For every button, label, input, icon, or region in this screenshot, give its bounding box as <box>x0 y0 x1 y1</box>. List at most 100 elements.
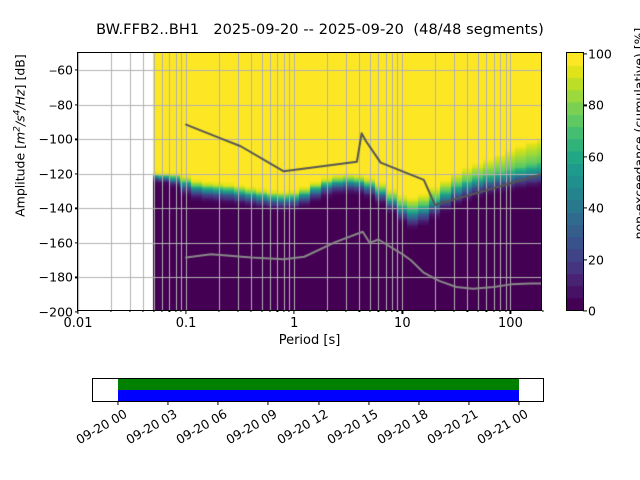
timeline-tick-mark <box>167 401 169 405</box>
x-tick-mark-minor <box>175 310 177 312</box>
x-tick-mark-minor <box>276 310 279 312</box>
timeline-tick-mark <box>468 401 470 405</box>
x-tick-mark-minor <box>152 310 155 312</box>
x-tick-mark-minor <box>385 310 387 312</box>
colorbar: 0 20 40 60 80 100 <box>566 47 612 319</box>
x-tick-mark-minor <box>391 310 393 312</box>
timeline-tick-label: 09-20 12 <box>273 406 331 448</box>
colorbar-tick-label: 20 <box>588 252 604 268</box>
x-tick-mark-minor <box>542 310 544 312</box>
timeline-tick-mark <box>368 401 370 405</box>
y-tick-mark <box>74 104 78 106</box>
y-tick-label: −180 <box>38 269 73 285</box>
y-axis-label-prefix: Amplitude [ <box>12 143 28 217</box>
x-tick-mark-minor <box>377 310 379 312</box>
x-tick-mark-minor <box>109 310 112 312</box>
timeline-tick-label: 09-20 09 <box>223 406 280 448</box>
timeline-tick-label: 09-20 00 <box>73 406 130 448</box>
x-tick-mark-minor <box>128 310 131 312</box>
x-tick-mark-minor <box>434 310 436 312</box>
colorbar-tick-mark <box>583 53 587 55</box>
timeline-tick-label: 09-20 21 <box>424 406 481 448</box>
colorbar-tick-mark <box>583 207 587 209</box>
colorbar-tick-label: 60 <box>588 149 604 165</box>
colorbar-tick-mark <box>583 310 587 312</box>
x-tick-mark-minor <box>168 310 170 312</box>
y-tick-label: −160 <box>38 235 73 251</box>
x-tick-mark-minor <box>288 310 290 312</box>
x-tick-mark-minor <box>499 310 501 312</box>
x-tick-mark-minor <box>396 310 398 312</box>
x-tick-mark-minor <box>477 310 479 312</box>
timeline-tick-mark <box>217 401 219 405</box>
x-tick-mark-minor <box>453 310 455 312</box>
y-axis-label-m: m <box>12 131 28 144</box>
colorbar-tick-mark <box>583 156 587 158</box>
colorbar-gradient <box>567 53 583 310</box>
noise-model-lines <box>78 53 541 310</box>
x-tick-mark-minor <box>345 310 347 312</box>
colorbar-tick-label: 80 <box>588 97 604 113</box>
x-tick-mark-minor <box>326 310 328 312</box>
x-tick-mark-minor <box>358 310 360 312</box>
y-tick-mark <box>74 138 78 140</box>
colorbar-tick-mark <box>583 104 587 106</box>
x-tick-mark <box>509 310 512 314</box>
y-axis-label-s: /s <box>12 115 28 127</box>
y-tick-label: ‒60 <box>49 62 73 78</box>
coverage-bar-blue <box>117 390 520 401</box>
x-tick-label: 0.01 <box>63 316 93 331</box>
x-tick-mark <box>77 310 79 314</box>
y-tick-label: −140 <box>38 200 73 216</box>
x-axis-label: Period [s] <box>278 333 341 348</box>
x-tick-mark-minor <box>218 310 220 312</box>
colorbar-tick-label: 0 <box>588 303 596 319</box>
timeline-tick-mark <box>518 401 520 405</box>
colorbar-tick-label: 100 <box>588 46 612 62</box>
coverage-bar-green <box>117 379 520 390</box>
y-tick-mark <box>74 311 78 313</box>
data-coverage-timeline: 09-20 00 09-20 03 09-20 06 09-20 09 09-20 12… <box>73 378 544 447</box>
x-tick-mark-minor <box>283 310 285 312</box>
colorbar-tick-mark <box>583 259 587 261</box>
y-tick-label: ‒80 <box>49 97 73 113</box>
ppsd-axes: ‒60 ‒80 −100 −120 −140 −160 −180 −200 0.01 0.1 1 1… <box>39 52 544 331</box>
y-axis-label: Amplitude [m2/s4/Hz] [dB] <box>12 16 27 256</box>
page-title: BW.FFB2..BH1 2025-09-20 -- 2025-09-20 (4… <box>96 22 544 38</box>
x-tick-label: 100 <box>498 316 523 331</box>
timeline-tick-label: 09-20 15 <box>323 406 381 448</box>
x-tick-mark-minor <box>250 310 252 312</box>
ppsd-plot-area <box>78 53 541 310</box>
x-tick-mark <box>401 310 403 314</box>
y-tick-mark <box>74 69 78 71</box>
x-tick-mark-minor <box>493 310 495 312</box>
timeline-tick-label: 09-20 06 <box>173 406 230 448</box>
colorbar-tick-label: 40 <box>588 200 604 216</box>
y-tick-mark <box>74 207 78 209</box>
x-tick-mark-minor <box>180 310 182 312</box>
x-tick-label: 10 <box>394 316 411 331</box>
x-tick-mark-minor <box>237 310 239 312</box>
x-tick-label: 1 <box>290 316 299 331</box>
y-tick-mark <box>74 242 78 244</box>
x-tick-mark-minor <box>504 310 507 312</box>
timeline-tick-label: 09-21 00 <box>474 406 531 448</box>
timeline-tick-mark <box>418 401 420 405</box>
timeline-tick-label: 09-20 03 <box>123 406 180 448</box>
x-tick-mark-minor <box>369 310 371 312</box>
y-tick-mark <box>74 173 78 175</box>
y-tick-label: −100 <box>38 131 73 147</box>
x-tick-mark-minor <box>269 310 271 312</box>
y-axis-label-suffix: ] [dB] <box>12 54 28 90</box>
y-axis-label-exp4: 4 <box>12 109 23 116</box>
x-tick-label: 0.1 <box>175 316 197 331</box>
x-tick-mark-minor <box>466 310 469 312</box>
x-tick-mark-minor <box>485 310 488 312</box>
x-tick-mark-minor <box>261 310 263 312</box>
timeline-tick-mark <box>117 401 119 405</box>
y-tick-label: −120 <box>38 166 73 182</box>
y-tick-mark <box>74 276 78 279</box>
x-tick-mark-minor <box>161 310 163 312</box>
timeline-tick-mark <box>267 401 269 405</box>
